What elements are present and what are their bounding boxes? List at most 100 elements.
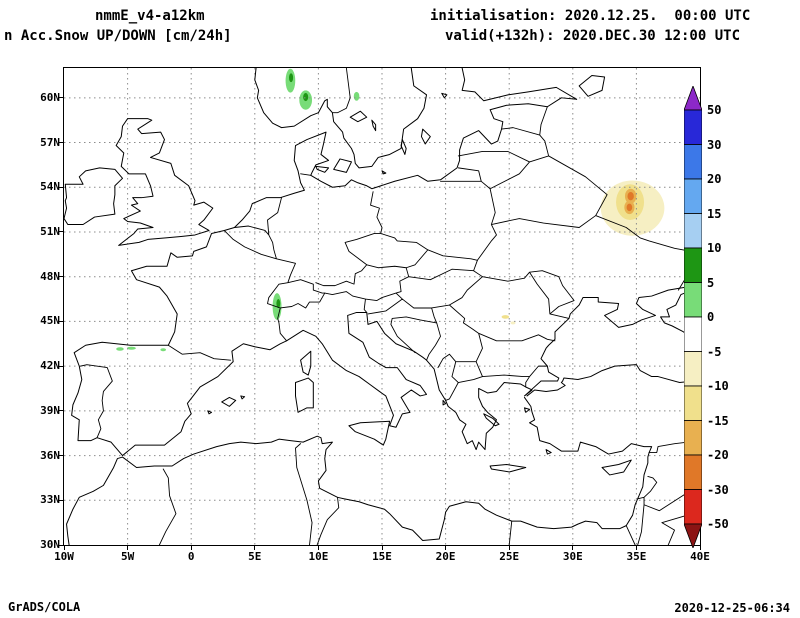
colorbar-tick-label: -20 bbox=[707, 448, 729, 462]
colorbar-tick-label: 50 bbox=[707, 103, 722, 117]
coastline-finland bbox=[462, 68, 576, 101]
anomaly-cantabria-2 bbox=[126, 346, 136, 350]
colorbar-tick-label: 5 bbox=[707, 275, 715, 290]
anomaly-cantabria-3 bbox=[160, 348, 167, 352]
lon-axis-label: 40E bbox=[690, 550, 710, 563]
map-frame bbox=[63, 67, 701, 546]
lat-axis-label: 51N bbox=[40, 224, 60, 238]
colorbar-segment bbox=[684, 351, 702, 387]
colorbar-tick-label: 15 bbox=[707, 206, 722, 221]
anomaly-western-alps bbox=[276, 299, 281, 308]
coastline-great-britain bbox=[116, 119, 213, 246]
colorbar-tick-label: -50 bbox=[707, 517, 729, 531]
lon-axis-label: 5E bbox=[248, 550, 262, 563]
lon-tick bbox=[699, 545, 701, 550]
lon-axis-label: 25E bbox=[499, 550, 520, 563]
lon-axis-label: 15E bbox=[372, 550, 392, 563]
lon-axis-label: 5W bbox=[120, 550, 135, 563]
anomaly-central-sweden bbox=[353, 91, 360, 101]
lat-tick bbox=[59, 320, 64, 322]
lon-axis-label: 0 bbox=[187, 550, 195, 563]
lon-tick bbox=[381, 545, 383, 550]
lat-axis-label: 39N bbox=[40, 403, 60, 417]
lon-tick bbox=[635, 545, 637, 550]
lon-axis-label: 35E bbox=[626, 550, 647, 563]
borders-central-europe bbox=[316, 192, 483, 314]
snow-shading-layer bbox=[116, 68, 665, 352]
colorbar-segment bbox=[684, 144, 702, 180]
anomaly-southern-norway-2 bbox=[303, 93, 309, 102]
borders-western-europe bbox=[81, 174, 325, 438]
country-borders bbox=[81, 68, 700, 545]
creation-timestamp: 2020-12-25-06:34 bbox=[674, 601, 790, 615]
valid-time: valid(+132h): 2020.DEC.30 12:00 UTC bbox=[445, 28, 741, 44]
coastline-mediterranean-blacksea bbox=[123, 287, 700, 455]
lon-tick bbox=[317, 545, 319, 550]
lon-tick bbox=[254, 545, 256, 550]
islands-mediterranean bbox=[208, 351, 632, 475]
coastline-aegean-levant-africa bbox=[67, 397, 652, 545]
colorbar-segment bbox=[684, 454, 702, 490]
lon-tick bbox=[445, 545, 447, 550]
lat-tick bbox=[59, 276, 64, 278]
map-lines-layer bbox=[64, 68, 700, 545]
colorbar-segment bbox=[684, 109, 702, 145]
lat-axis-label: 33N bbox=[40, 493, 60, 507]
initialisation-time: initialisation: 2020.12.25. 00:00 UTC bbox=[430, 8, 751, 24]
model-name: nmmE_v4-a12km bbox=[95, 8, 205, 24]
lat-tick bbox=[59, 455, 64, 457]
colorbar bbox=[684, 86, 702, 548]
grads-branding: GrADS/COLA bbox=[8, 600, 81, 614]
lon-tick bbox=[190, 545, 192, 550]
lat-tick bbox=[59, 544, 64, 546]
lat-axis-label: 42N bbox=[40, 359, 60, 373]
lat-axis-label: 57N bbox=[40, 135, 60, 149]
coastlines bbox=[64, 68, 700, 545]
coastline-scandinavia bbox=[255, 68, 427, 168]
colorbar-segment bbox=[684, 489, 702, 525]
colorbar-tick-label: -15 bbox=[707, 413, 729, 428]
anomaly-southern-norway-1 bbox=[289, 73, 294, 83]
coastline-ireland bbox=[64, 168, 123, 225]
colorbar-arrow-top bbox=[684, 86, 702, 111]
lat-axis-label: 30N bbox=[40, 538, 60, 551]
lat-axis-label: 45N bbox=[40, 314, 60, 328]
colorbar-tick-label: -30 bbox=[707, 482, 729, 497]
lat-axis-label: 60N bbox=[40, 90, 60, 104]
anomaly-carpathians-2 bbox=[510, 321, 516, 325]
colorbar-segment bbox=[684, 385, 702, 421]
lon-tick bbox=[572, 545, 574, 550]
lon-tick bbox=[508, 545, 510, 550]
anomaly-western-russia bbox=[626, 203, 633, 212]
colorbar-segment bbox=[684, 247, 702, 283]
islands-baltic-lakes bbox=[316, 93, 447, 173]
lat-axis-label: 36N bbox=[40, 448, 60, 462]
lat-tick bbox=[59, 410, 64, 412]
borders-balkans bbox=[391, 271, 574, 401]
lat-tick bbox=[59, 499, 64, 501]
lon-axis-label: 10E bbox=[308, 550, 329, 563]
lon-axis-label: 30E bbox=[562, 550, 583, 563]
colorbar-segment bbox=[684, 178, 702, 214]
lat-tick bbox=[59, 186, 64, 188]
lon-tick bbox=[127, 545, 129, 550]
colorbar-arrow-bottom bbox=[684, 523, 702, 548]
anomaly-carpathians-1 bbox=[501, 315, 510, 319]
latlon-grid-layer bbox=[64, 68, 700, 545]
coastline-turkey-blacksea bbox=[563, 365, 700, 383]
variable-title: n Acc.Snow UP/DOWN [cm/24h] bbox=[4, 28, 232, 44]
colorbar-segment bbox=[684, 316, 702, 352]
anomaly-cantabria-1 bbox=[116, 347, 124, 351]
lat-axis-label: 54N bbox=[40, 180, 60, 194]
lat-tick bbox=[59, 142, 64, 144]
colorbar-segment bbox=[684, 213, 702, 249]
colorbar-tick-label: 0 bbox=[707, 310, 715, 324]
coastline-atlantic-baltic bbox=[72, 98, 577, 456]
colorbar-tick-label: -10 bbox=[707, 379, 729, 393]
lat-axis-label: 48N bbox=[40, 269, 60, 283]
lon-axis-label: 20E bbox=[435, 550, 456, 563]
lon-axis-label: 10W bbox=[54, 550, 74, 563]
colorbar-segment bbox=[684, 282, 702, 318]
coastline-marmara-south bbox=[527, 381, 565, 396]
